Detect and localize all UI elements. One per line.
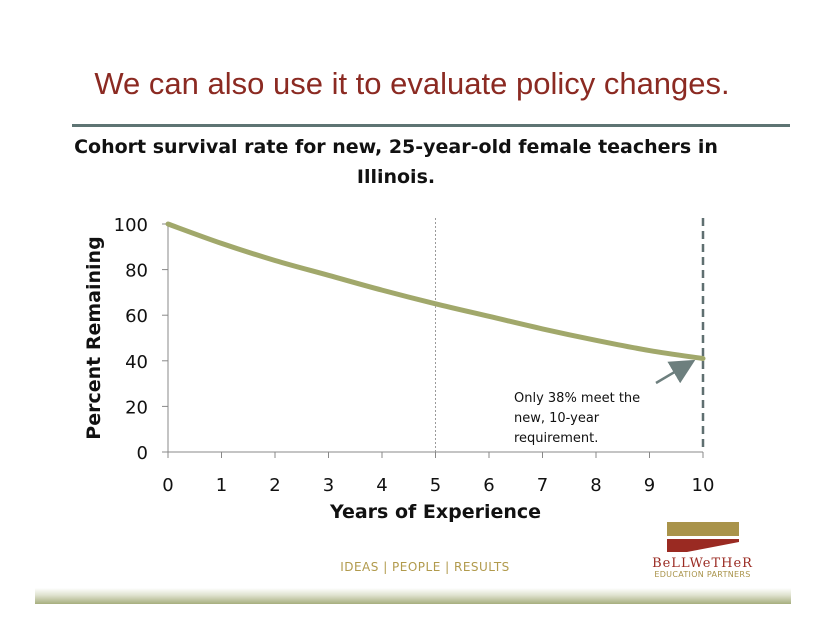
annotation-text: Only 38% meet the new, 10-year requirement… (514, 391, 640, 446)
y-tick-label: 40 (125, 352, 148, 373)
title-divider (72, 124, 790, 127)
footer-bar (35, 588, 791, 604)
y-tick-label: 20 (125, 397, 148, 418)
x-axis-title: Years of Experience (329, 501, 541, 523)
annotation-line: requirement. (514, 431, 598, 446)
chart-title: Cohort survival rate for new, 25-year-ol… (74, 136, 718, 188)
annotation-arrow (655, 359, 696, 385)
y-tick-label: 80 (125, 261, 148, 282)
x-tick-label: 9 (644, 475, 655, 496)
x-tick-label: 5 (430, 475, 441, 496)
x-tick-label: 3 (323, 475, 334, 496)
survival-series-line-0 (165, 221, 706, 362)
x-tick-label: 6 (483, 475, 494, 496)
x-tick-label: 10 (692, 475, 715, 496)
x-tick-label: 7 (537, 475, 548, 496)
slide-title: We can also use it to evaluate policy ch… (94, 66, 730, 101)
y-tick-label: 60 (125, 306, 148, 327)
y-axis-title: Percent Remaining (83, 236, 105, 439)
annotation-line: Only 38% meet the (514, 391, 640, 406)
logo-name: BeLLWeTHeR (652, 556, 753, 571)
x-tick-label: 1 (216, 475, 227, 496)
bellwether-logo-icon (667, 522, 739, 552)
x-tick-label: 8 (590, 475, 601, 496)
annotation-line: new, 10-year (514, 411, 600, 426)
x-tick-label: 0 (162, 475, 173, 496)
y-tick-label: 0 (137, 443, 148, 464)
x-tick-label: 2 (269, 475, 280, 496)
y-tick-label: 100 (114, 215, 148, 236)
footer-tagline: IDEAS | PEOPLE | RESULTS (340, 560, 510, 574)
x-tick-label: 4 (376, 475, 387, 496)
logo-subtitle: EDUCATION PARTNERS (654, 570, 751, 579)
